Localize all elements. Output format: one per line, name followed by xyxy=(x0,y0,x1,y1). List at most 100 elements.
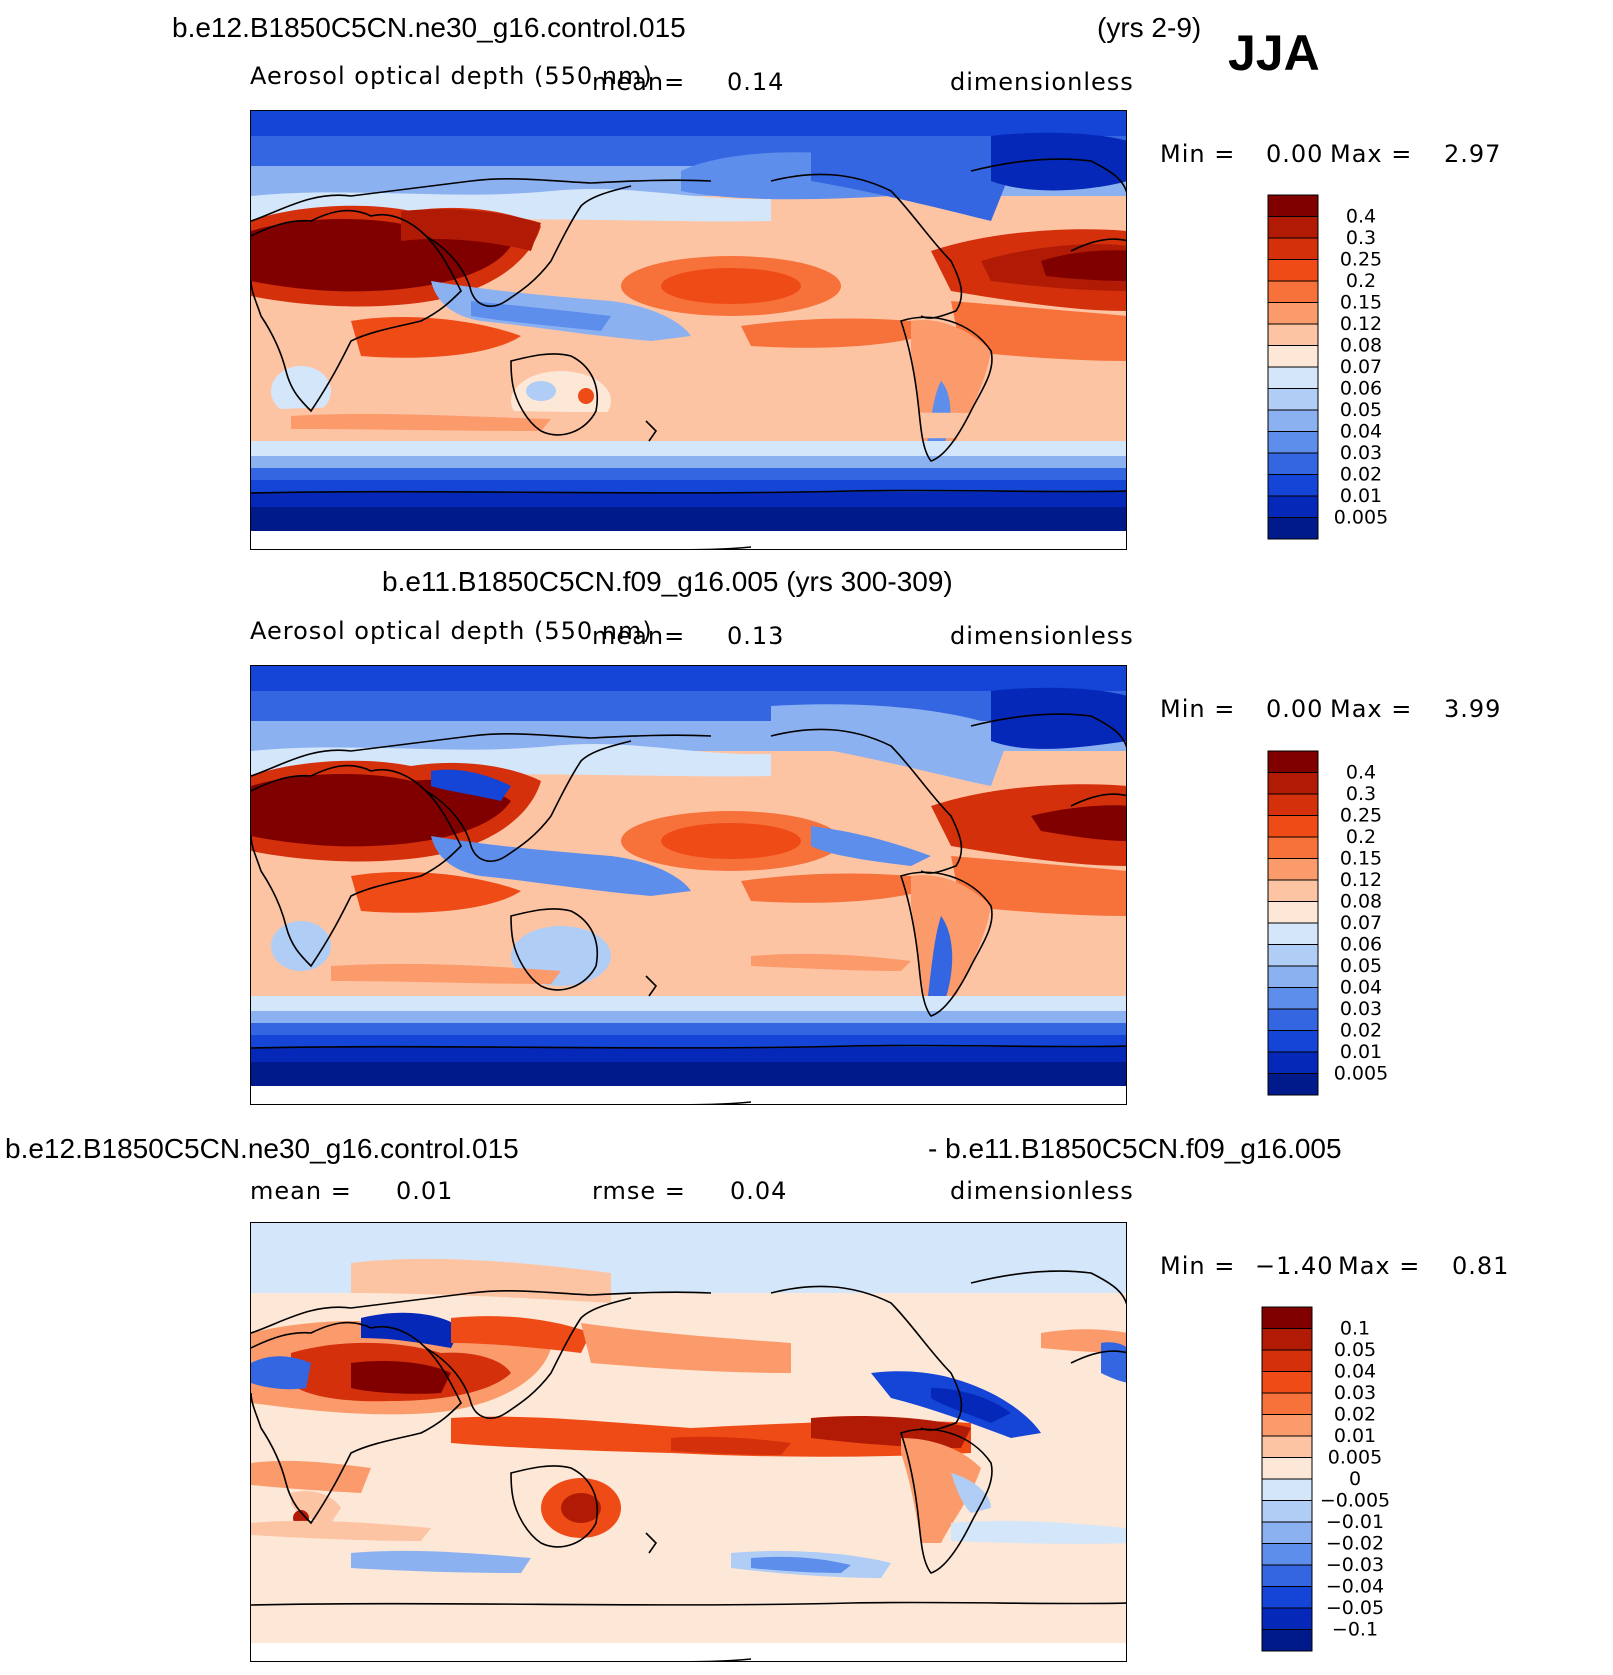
panel2-map xyxy=(250,665,1127,1105)
colorbar-tick-label: 0.03 xyxy=(1334,1382,1376,1404)
colorbar-swatch xyxy=(1267,366,1319,389)
colorbar-swatch xyxy=(1267,495,1319,518)
colorbar-tick-label: 0.07 xyxy=(1340,356,1382,378)
colorbar-tick-label: 0.3 xyxy=(1346,227,1376,249)
colorbar-tick-label: 0.06 xyxy=(1340,934,1382,956)
colorbar-tick-label: −0.02 xyxy=(1326,1533,1384,1555)
colorbar-tick-label: 0.15 xyxy=(1340,292,1382,314)
colorbar-swatch xyxy=(1267,345,1319,368)
diff-rmse-label: rmse = xyxy=(592,1177,686,1205)
colorbar-swatch xyxy=(1267,216,1319,239)
colorbar-swatch xyxy=(1267,987,1319,1010)
colorbar-tick-label: 0.3 xyxy=(1346,783,1376,805)
colorbar-tick-label: 0.05 xyxy=(1334,1339,1376,1361)
colorbar-tick-label: 0.4 xyxy=(1346,206,1376,228)
panel1-colorbar: 0.4 0.3 0.25 0.2 0.15 0.12 0.08 0.07 0.06 0.05 0.0… xyxy=(1267,194,1408,545)
colorbar-tick-label: 0.03 xyxy=(1340,442,1382,464)
colorbar-swatch xyxy=(1261,1564,1313,1587)
colorbar-tick-label: −0.01 xyxy=(1326,1511,1384,1533)
colorbar-swatch xyxy=(1261,1371,1313,1394)
colorbar-swatch xyxy=(1267,1051,1319,1074)
panel2-max-value: 3.99 xyxy=(1444,695,1502,723)
panel1-years: (yrs 2-9) xyxy=(1097,12,1202,43)
colorbar-swatch xyxy=(1261,1500,1313,1523)
panel1-case-title: b.e12.B1850C5CN.ne30_g16.control.015 xyxy=(172,12,686,43)
panel1-map xyxy=(250,110,1127,550)
panel1-variable: Aerosol optical depth (550 nm) xyxy=(250,62,653,90)
colorbar-tick-label: −0.04 xyxy=(1326,1576,1384,1598)
colorbar-tick-label: −0.05 xyxy=(1326,1597,1384,1619)
colorbar-tick-label: 0.07 xyxy=(1340,912,1382,934)
colorbar-tick-label: 0.04 xyxy=(1334,1361,1376,1383)
diff-case-left: b.e12.B1850C5CN.ne30_g16.control.015 xyxy=(5,1133,519,1164)
colorbar-swatch xyxy=(1261,1414,1313,1437)
colorbar-swatch xyxy=(1261,1521,1313,1544)
colorbar-swatch xyxy=(1261,1629,1313,1652)
diff-mean-value: 0.01 xyxy=(396,1177,454,1205)
panel2-case-title: b.e11.B1850C5CN.f09_g16.005 (yrs 300-309… xyxy=(382,566,953,597)
colorbar-swatch xyxy=(1261,1349,1313,1372)
colorbar-swatch xyxy=(1267,409,1319,432)
colorbar-swatch xyxy=(1267,431,1319,454)
colorbar-swatch xyxy=(1267,858,1319,881)
panel2-mean-label: mean= xyxy=(592,622,686,650)
colorbar-tick-label: 0.15 xyxy=(1340,848,1382,870)
colorbar-tick-label: 0.04 xyxy=(1340,421,1382,443)
colorbar-tick-label: 0.12 xyxy=(1340,313,1382,335)
colorbar-tick-label: 0.4 xyxy=(1346,762,1376,784)
panel2-variable: Aerosol optical depth (550 nm) xyxy=(250,617,653,645)
colorbar-tick-label: 0.12 xyxy=(1340,869,1382,891)
colorbar-swatch xyxy=(1261,1457,1313,1480)
colorbar-tick-label: 0.04 xyxy=(1340,977,1382,999)
colorbar-swatch xyxy=(1267,280,1319,303)
colorbar-swatch xyxy=(1261,1435,1313,1458)
diff-units: dimensionless xyxy=(950,1177,1134,1205)
colorbar-tick-label: 0.01 xyxy=(1334,1425,1376,1447)
colorbar-swatch xyxy=(1267,302,1319,325)
diff-case-right: - b.e11.B1850C5CN.f09_g16.005 xyxy=(928,1133,1342,1164)
colorbar-swatch xyxy=(1267,836,1319,859)
colorbar-tick-label: 0.08 xyxy=(1340,891,1382,913)
panel2-mean-value: 0.13 xyxy=(727,622,785,650)
colorbar-swatch xyxy=(1261,1478,1313,1501)
panel1-mean-value: 0.14 xyxy=(727,68,785,96)
colorbar-swatch xyxy=(1267,323,1319,346)
colorbar-tick-label: 0.005 xyxy=(1334,1063,1388,1085)
panel2-colorbar: 0.4 0.3 0.25 0.2 0.15 0.12 0.08 0.07 0.06 0.05 0.0… xyxy=(1267,750,1408,1101)
colorbar-swatch xyxy=(1267,750,1319,773)
diff-rmse-value: 0.04 xyxy=(730,1177,788,1205)
colorbar-tick-label: 0.2 xyxy=(1346,270,1376,292)
panel1-min-value: 0.00 xyxy=(1266,140,1324,168)
colorbar-tick-label: 0.005 xyxy=(1334,507,1388,529)
panel1-units: dimensionless xyxy=(950,68,1134,96)
colorbar-swatch xyxy=(1267,815,1319,838)
season-label: JJA xyxy=(1228,25,1320,81)
colorbar-tick-label: 0 xyxy=(1349,1468,1361,1490)
colorbar-swatch xyxy=(1267,793,1319,816)
panel2-units: dimensionless xyxy=(950,622,1134,650)
panel1-max-value: 2.97 xyxy=(1444,140,1502,168)
colorbar-swatch xyxy=(1267,452,1319,475)
colorbar-swatch xyxy=(1267,474,1319,497)
diff-colorbar: 0.1 0.05 0.04 0.03 0.02 0.01 0.005 0 −0.005 −0.01… xyxy=(1261,1306,1412,1657)
panel1-max-label: Max = xyxy=(1330,140,1413,168)
colorbar-swatch xyxy=(1267,194,1319,217)
panel1-mean-label: mean= xyxy=(592,68,686,96)
colorbar-tick-label: 0.01 xyxy=(1340,1041,1382,1063)
diff-max-label: Max = xyxy=(1338,1252,1421,1280)
colorbar-swatch xyxy=(1267,259,1319,282)
colorbar-swatch xyxy=(1267,879,1319,902)
colorbar-swatch xyxy=(1261,1586,1313,1609)
panel2-max-label: Max = xyxy=(1330,695,1413,723)
colorbar-swatch xyxy=(1261,1306,1313,1329)
colorbar-swatch xyxy=(1267,772,1319,795)
colorbar-swatch xyxy=(1267,237,1319,260)
colorbar-swatch xyxy=(1267,1073,1319,1096)
diff-min-value: −1.40 xyxy=(1255,1252,1334,1280)
colorbar-tick-label: 0.05 xyxy=(1340,955,1382,977)
colorbar-swatch xyxy=(1261,1392,1313,1415)
diff-mean-label: mean = xyxy=(250,1177,352,1205)
diff-max-value: 0.81 xyxy=(1452,1252,1510,1280)
colorbar-tick-label: 0.08 xyxy=(1340,335,1382,357)
colorbar-swatch xyxy=(1267,388,1319,411)
